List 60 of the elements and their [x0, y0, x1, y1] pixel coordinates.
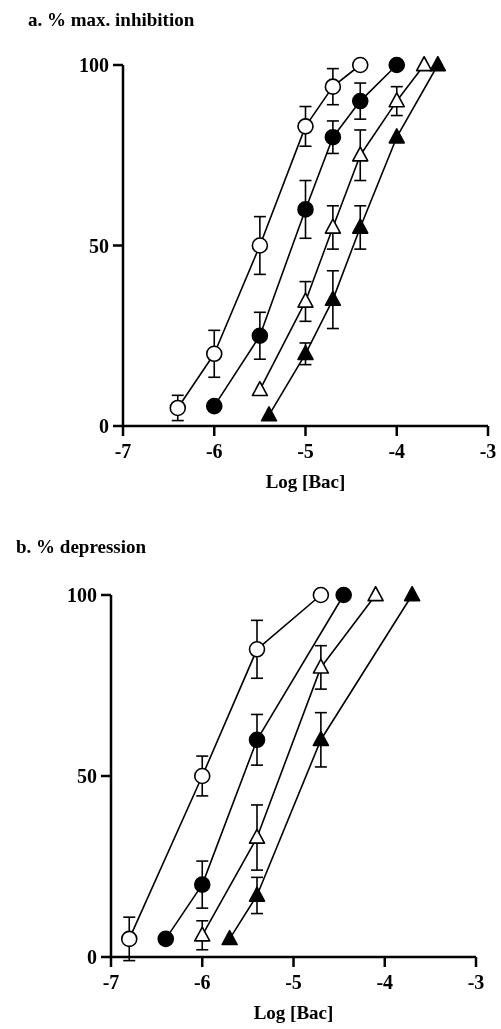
- point: [169, 399, 187, 417]
- point: [205, 397, 223, 415]
- y-tick-label: 0: [87, 946, 97, 968]
- point: [193, 926, 211, 942]
- point: [297, 292, 314, 308]
- point: [248, 828, 266, 844]
- point: [248, 886, 266, 902]
- point: [403, 585, 421, 602]
- chart-title: b. % depression: [16, 536, 147, 557]
- point: [120, 930, 138, 948]
- x-tick-label: -4: [376, 971, 394, 993]
- point: [351, 92, 369, 110]
- point: [193, 767, 211, 785]
- point: [324, 128, 342, 146]
- point: [367, 585, 384, 602]
- point: [157, 930, 175, 948]
- y-tick-label: 0: [99, 415, 109, 437]
- x-tick-label: -3: [479, 440, 497, 462]
- y-tick-label: 50: [77, 765, 97, 787]
- y-tick-label: 50: [89, 234, 109, 257]
- point: [324, 78, 342, 95]
- x-tick-label: -5: [297, 440, 314, 462]
- point: [324, 218, 342, 234]
- point: [297, 344, 314, 361]
- x-tick-label: -6: [205, 440, 223, 462]
- x-tick-label: -3: [467, 971, 485, 993]
- x-tick-label: -7: [102, 971, 120, 993]
- point: [248, 731, 266, 749]
- chart-title: a. % max. inhibition: [28, 9, 195, 30]
- point: [415, 55, 433, 72]
- point: [312, 586, 330, 604]
- x-tick-label: -6: [193, 971, 211, 993]
- point: [429, 55, 447, 72]
- x-tick-label: -7: [114, 440, 132, 462]
- point: [388, 56, 406, 74]
- y-tick-label: 100: [67, 584, 97, 606]
- point: [193, 876, 211, 893]
- point: [297, 201, 314, 218]
- point: [297, 118, 314, 135]
- point: [351, 218, 369, 234]
- point: [251, 380, 269, 397]
- x-axis-title: Log [Bac]: [265, 471, 346, 492]
- point: [205, 345, 223, 363]
- point: [221, 929, 238, 946]
- point: [312, 658, 330, 674]
- point: [335, 586, 352, 604]
- point: [251, 237, 269, 254]
- point: [312, 730, 330, 747]
- x-tick-label: -4: [388, 440, 406, 462]
- point: [388, 92, 406, 108]
- point: [351, 56, 369, 74]
- x-axis-title: Log [Bac]: [253, 1002, 334, 1023]
- y-tick-label: 100: [79, 54, 109, 76]
- point: [388, 128, 406, 144]
- point: [324, 290, 342, 307]
- point: [251, 327, 269, 345]
- x-tick-label: -5: [285, 971, 302, 993]
- point: [248, 641, 266, 658]
- point: [260, 406, 278, 422]
- point: [351, 146, 369, 162]
